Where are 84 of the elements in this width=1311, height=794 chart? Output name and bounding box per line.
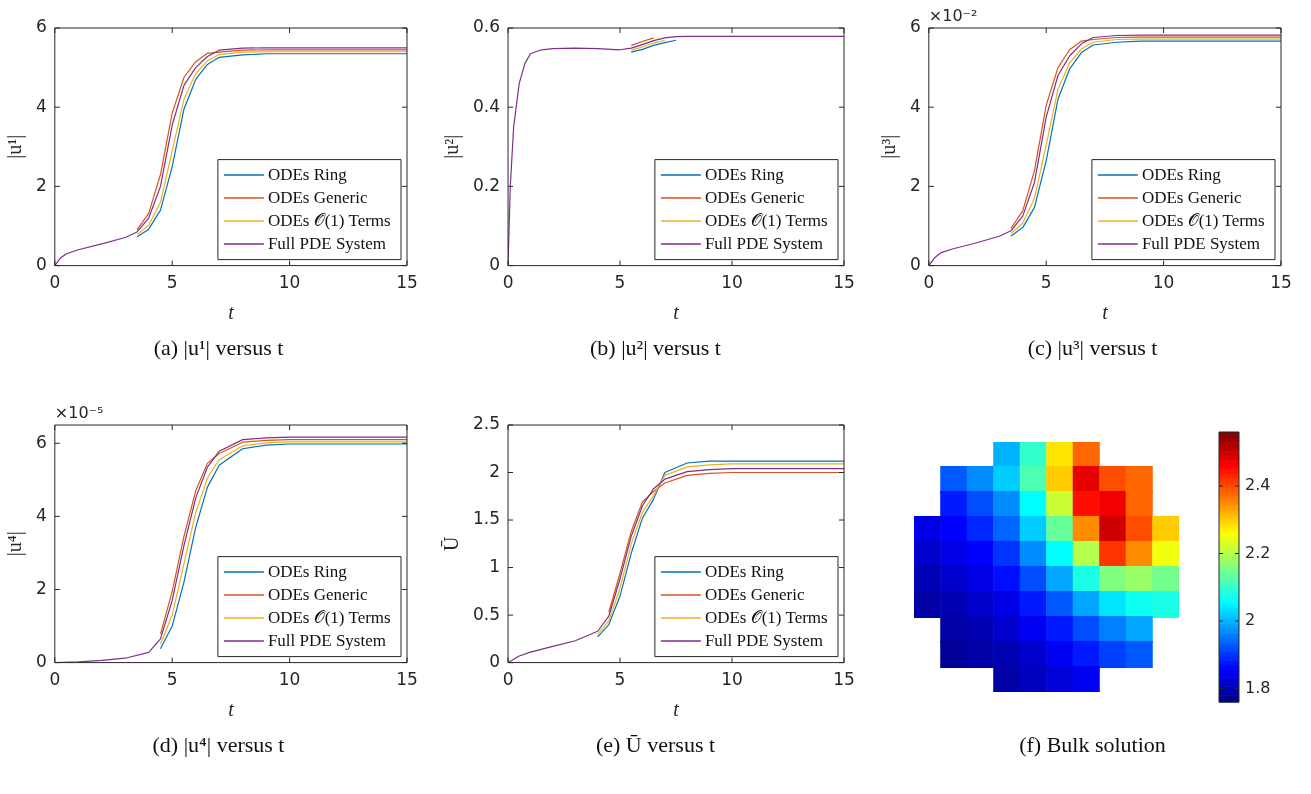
color-bar-label: 2 (1245, 610, 1256, 630)
x-tick-label: 5 (1040, 272, 1052, 293)
x-tick-label: 10 (721, 272, 743, 293)
x-tick-label: 15 (396, 669, 418, 690)
x-tick-label: 10 (278, 669, 301, 690)
legend-label: ODEs Ring (267, 561, 348, 581)
x-tick-label: 15 (396, 272, 418, 293)
y-tick-label: 1 (489, 555, 501, 576)
x-axis-title: t (673, 301, 680, 324)
y-tick-label: 0 (489, 651, 501, 672)
y-tick-label: 2 (35, 577, 47, 598)
x-axis-title: t (228, 301, 235, 324)
y-tick-label: 0.5 (472, 603, 501, 624)
x-tick-label: 0 (49, 669, 61, 690)
y-tick-label: 0 (489, 254, 501, 275)
x-tick-label: 5 (614, 669, 626, 690)
x-tick-label: 10 (721, 669, 743, 690)
legend-label: ODEs Generic (1141, 187, 1242, 207)
legend-label: ODEs Generic (267, 584, 368, 604)
legend-label: ODEs 𝒪(1) Terms (1141, 210, 1265, 230)
x-tick-label: 10 (1152, 272, 1175, 293)
legend-label: ODEs Generic (267, 187, 368, 207)
legend-label: Full PDE System (267, 233, 386, 253)
y-tick-label: 2.5 (472, 413, 501, 434)
y-tick-label: 0 (35, 254, 47, 275)
x-tick-label: 0 (502, 669, 514, 690)
text: ×10⁻⁵ (54, 403, 104, 423)
x-tick-label: 0 (502, 272, 514, 293)
text: (d) |u⁴| versus t (151, 732, 286, 758)
y-tick-label: 0 (35, 651, 47, 672)
color-bar-label: 2.2 (1245, 542, 1271, 562)
text: (b) |u²| versus t (589, 335, 722, 361)
legend-label: Full PDE System (704, 233, 823, 253)
x-tick-label: 10 (278, 272, 301, 293)
text: (a) |u¹| versus t (152, 335, 285, 361)
legend-label: ODEs Ring (267, 164, 348, 184)
color-bar-label: 1.8 (1245, 677, 1271, 697)
legend-label: ODEs 𝒪(1) Terms (267, 607, 391, 627)
text: ×10⁻² (928, 6, 978, 26)
y-tick-label: 6 (35, 431, 47, 452)
y-tick-label: 6 (35, 16, 47, 37)
x-axis-title: t (673, 698, 680, 721)
x-tick-label: 5 (614, 272, 626, 293)
legend-label: ODEs Ring (704, 164, 785, 184)
x-tick-label: 0 (49, 272, 61, 293)
y-axis-title: |u²| (440, 134, 464, 159)
y-tick-label: 0.4 (472, 95, 501, 116)
y-tick-label: 2 (489, 460, 501, 481)
legend-label: Full PDE System (704, 630, 823, 650)
x-tick-label: 15 (1270, 272, 1292, 293)
legend-label: ODEs 𝒪(1) Terms (267, 210, 391, 230)
y-axis-title: |u³| (877, 134, 901, 159)
legend-label: ODEs Ring (1141, 164, 1222, 184)
color-bar-label: 2.4 (1245, 475, 1271, 495)
x-tick-label: 15 (833, 272, 855, 293)
y-axis-title: |u¹| (3, 134, 27, 159)
y-tick-label: 2 (909, 174, 921, 195)
legend-label: Full PDE System (267, 630, 386, 650)
text: (e) Ū versus t (594, 732, 717, 758)
y-tick-label: 4 (35, 504, 47, 525)
x-tick-label: 5 (166, 669, 178, 690)
x-axis-title: t (228, 698, 235, 721)
x-tick-label: 15 (833, 669, 855, 690)
y-tick-label: 6 (909, 16, 921, 37)
y-axis-title: Ū (440, 536, 463, 552)
y-axis-title: |u⁴| (3, 531, 27, 557)
y-tick-label: 4 (35, 95, 47, 116)
y-tick-label: 1.5 (472, 508, 501, 529)
y-tick-label: 2 (35, 174, 47, 195)
y-tick-label: 0 (909, 254, 921, 275)
legend-label: ODEs 𝒪(1) Terms (704, 607, 828, 627)
legend-label: ODEs Generic (704, 187, 805, 207)
x-axis-title: t (1102, 301, 1109, 324)
x-tick-label: 5 (166, 272, 178, 293)
text: (c) |u³| versus t (1026, 335, 1159, 361)
text: (f) Bulk solution (1018, 732, 1167, 758)
legend-label: Full PDE System (1141, 233, 1260, 253)
x-tick-label: 0 (923, 272, 935, 293)
y-tick-label: 0.6 (472, 16, 501, 37)
y-tick-label: 4 (909, 95, 921, 116)
legend-label: ODEs Ring (704, 561, 785, 581)
legend-label: ODEs Generic (704, 584, 805, 604)
y-tick-label: 0.2 (472, 174, 501, 195)
legend-label: ODEs 𝒪(1) Terms (704, 210, 828, 230)
